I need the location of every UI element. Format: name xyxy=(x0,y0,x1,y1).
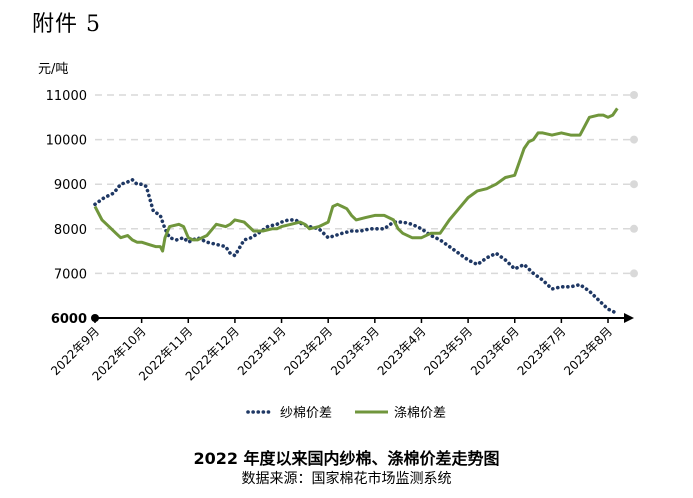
x-axis-arrow xyxy=(624,313,634,323)
x-tick-label: 2023年8月 xyxy=(561,324,615,378)
x-tick-label: 2023年2月 xyxy=(281,324,335,378)
y-axis-unit: 元/吨 xyxy=(38,62,69,77)
chart-title: 2022 年度以来国内纱棉、涤棉价差走势图 xyxy=(193,449,500,468)
x-tick-label: 2023年7月 xyxy=(515,324,569,378)
x-tick-label: 2023年1月 xyxy=(235,324,289,378)
y-tick-label: 7000 xyxy=(54,267,87,282)
legend: 纱棉价差 涤棉价差 xyxy=(246,406,446,421)
series-layer xyxy=(93,107,620,316)
x-tick-label: 2023年5月 xyxy=(421,324,475,378)
series-line-poly-cotton xyxy=(93,107,619,253)
gridline-end-dot xyxy=(630,91,638,99)
legend-label-yarn-cotton: 纱棉价差 xyxy=(280,406,332,421)
y-tick-label: 11000 xyxy=(46,89,87,104)
y-tick-label: 6000 xyxy=(51,312,87,327)
x-tick-label: 2023年3月 xyxy=(328,324,382,378)
attachment-label: 附件 5 xyxy=(32,12,101,37)
y-tick-label: 9000 xyxy=(54,178,87,193)
x-tick-label: 2023年6月 xyxy=(468,324,522,378)
series-line-yarn-cotton xyxy=(93,177,620,316)
gridline-end-dot xyxy=(630,135,638,144)
grid-lines xyxy=(95,91,638,278)
gridline-end-dot xyxy=(630,180,638,189)
gridline-end-dot xyxy=(630,224,638,233)
chart-source: 数据来源：国家棉花市场监测系统 xyxy=(241,471,452,487)
x-tick-label: 2023年4月 xyxy=(375,324,429,378)
legend-label-poly-cotton: 涤棉价差 xyxy=(394,406,446,421)
gridline-end-dot xyxy=(630,269,638,278)
y-tick-label: 8000 xyxy=(54,223,87,238)
y-tick-label: 10000 xyxy=(46,134,87,149)
